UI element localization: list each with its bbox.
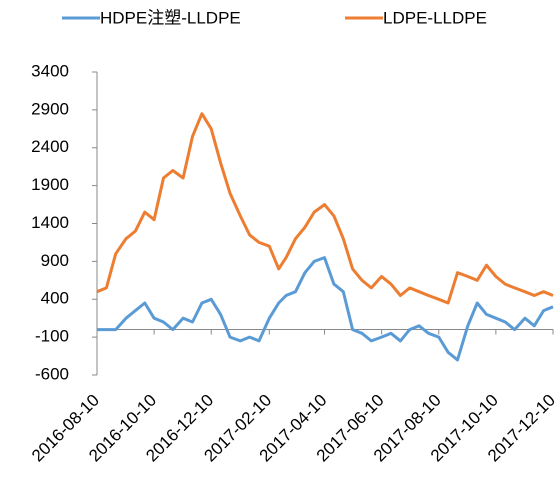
y-tick-label: 1900 bbox=[31, 175, 69, 194]
y-tick-label: 3400 bbox=[31, 61, 69, 80]
y-tick-label: -600 bbox=[35, 364, 69, 383]
series-line bbox=[97, 256, 554, 362]
y-tick-label: -100 bbox=[35, 327, 69, 346]
legend-label: LDPE-LLDPE bbox=[383, 8, 487, 27]
y-tick-label: 400 bbox=[41, 289, 69, 308]
y-tick-label: 2400 bbox=[31, 137, 69, 156]
legend-label: HDPE注塑-LLDPE bbox=[100, 8, 241, 27]
y-tick-label: 900 bbox=[41, 251, 69, 270]
y-tick-label: 2900 bbox=[31, 99, 69, 118]
series-line bbox=[96, 112, 554, 305]
y-tick-label: 1400 bbox=[31, 213, 69, 232]
